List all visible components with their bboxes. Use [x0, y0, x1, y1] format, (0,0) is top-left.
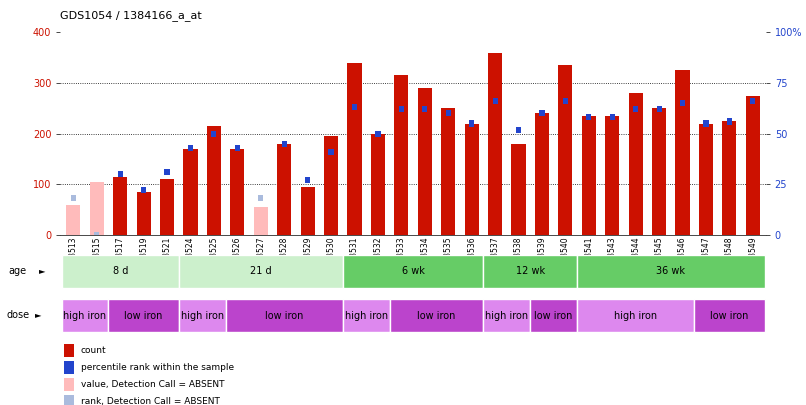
Text: ►: ► — [39, 266, 45, 275]
Bar — [301, 187, 314, 235]
Bar — [211, 130, 217, 137]
Text: count: count — [81, 346, 106, 355]
Bar — [394, 75, 409, 235]
Bar — [347, 63, 362, 235]
Bar — [305, 177, 310, 183]
Bar — [207, 126, 221, 235]
Text: high iron: high iron — [345, 311, 388, 321]
Text: 12 wk: 12 wk — [516, 266, 545, 276]
Bar — [675, 70, 690, 235]
Bar — [464, 124, 479, 235]
Text: ►: ► — [35, 311, 42, 320]
Bar — [446, 111, 451, 117]
Bar — [418, 88, 432, 235]
Bar — [563, 98, 568, 104]
Text: 8 d: 8 d — [113, 266, 128, 276]
Bar — [71, 196, 76, 202]
Text: low iron: low iron — [265, 311, 303, 321]
Bar — [605, 116, 619, 235]
Bar — [136, 192, 151, 235]
FancyBboxPatch shape — [484, 255, 577, 288]
Bar — [512, 144, 526, 235]
Bar — [141, 188, 146, 194]
Text: percentile rank within the sample: percentile rank within the sample — [81, 363, 234, 372]
Bar — [352, 104, 357, 111]
Bar — [699, 124, 713, 235]
Bar — [118, 171, 123, 177]
Text: low iron: low iron — [418, 311, 455, 321]
Bar — [281, 141, 287, 147]
Text: value, Detection Call = ABSENT: value, Detection Call = ABSENT — [81, 380, 224, 389]
Bar — [727, 119, 732, 125]
Bar — [680, 100, 685, 107]
Bar — [399, 107, 404, 113]
FancyBboxPatch shape — [577, 255, 765, 288]
Bar — [422, 107, 427, 113]
FancyBboxPatch shape — [179, 300, 226, 332]
FancyBboxPatch shape — [577, 300, 694, 332]
Bar — [469, 121, 474, 126]
FancyBboxPatch shape — [343, 300, 389, 332]
FancyBboxPatch shape — [530, 300, 577, 332]
Bar — [277, 144, 291, 235]
Bar — [164, 169, 169, 175]
Bar — [750, 98, 755, 104]
Text: 36 wk: 36 wk — [656, 266, 685, 276]
Bar — [376, 130, 380, 137]
FancyBboxPatch shape — [226, 300, 343, 332]
FancyBboxPatch shape — [343, 255, 484, 288]
Bar — [722, 121, 737, 235]
Bar — [113, 177, 127, 235]
Bar — [231, 149, 244, 235]
Bar — [582, 116, 596, 235]
Bar — [89, 182, 104, 235]
Bar — [629, 93, 642, 235]
Text: 6 wk: 6 wk — [401, 266, 425, 276]
Text: GDS1054 / 1384166_a_at: GDS1054 / 1384166_a_at — [60, 10, 202, 21]
Bar — [704, 121, 708, 126]
FancyBboxPatch shape — [109, 300, 179, 332]
Text: age: age — [8, 266, 26, 275]
Text: low iron: low iron — [124, 311, 163, 321]
FancyBboxPatch shape — [694, 300, 765, 332]
Text: high iron: high iron — [64, 311, 106, 321]
Bar — [329, 149, 334, 155]
Bar — [539, 111, 545, 117]
Bar — [188, 145, 193, 151]
Text: low iron: low iron — [710, 311, 749, 321]
Bar — [324, 136, 338, 235]
Text: dose: dose — [6, 310, 30, 320]
Bar — [633, 107, 638, 113]
FancyBboxPatch shape — [389, 300, 484, 332]
Text: 21 d: 21 d — [250, 266, 272, 276]
Bar — [535, 113, 549, 235]
Bar — [66, 205, 81, 235]
Bar — [516, 127, 521, 133]
FancyBboxPatch shape — [484, 300, 530, 332]
Bar — [254, 207, 268, 235]
FancyBboxPatch shape — [61, 300, 109, 332]
FancyBboxPatch shape — [61, 255, 179, 288]
Text: low iron: low iron — [534, 311, 573, 321]
Bar — [488, 53, 502, 235]
Bar — [559, 65, 572, 235]
Text: high iron: high iron — [614, 311, 657, 321]
Bar — [94, 232, 99, 238]
Text: high iron: high iron — [181, 311, 224, 321]
FancyBboxPatch shape — [179, 255, 343, 288]
Text: rank, Detection Call = ABSENT: rank, Detection Call = ABSENT — [81, 397, 219, 405]
Bar — [371, 134, 385, 235]
Bar — [746, 96, 760, 235]
Bar — [652, 108, 666, 235]
Text: high iron: high iron — [485, 311, 529, 321]
Bar — [235, 145, 240, 151]
Bar — [160, 179, 174, 235]
Bar — [586, 115, 592, 121]
Bar — [492, 98, 497, 104]
Bar — [258, 196, 264, 202]
Bar — [609, 115, 615, 121]
Bar — [184, 149, 197, 235]
Bar — [657, 107, 662, 113]
Bar — [441, 108, 455, 235]
